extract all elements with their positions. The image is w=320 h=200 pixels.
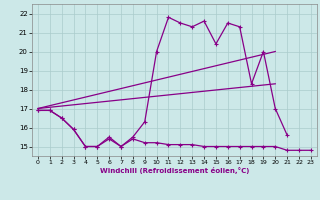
X-axis label: Windchill (Refroidissement éolien,°C): Windchill (Refroidissement éolien,°C) xyxy=(100,167,249,174)
